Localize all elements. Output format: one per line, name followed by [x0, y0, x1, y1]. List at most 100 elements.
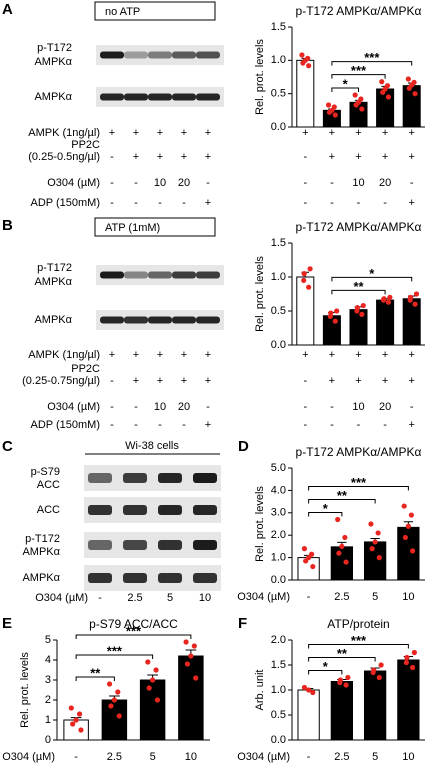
- data-point: [335, 516, 341, 523]
- y-tick-label: 0.0: [271, 574, 286, 586]
- data-point: [68, 705, 74, 711]
- condition-value: +: [355, 375, 361, 387]
- y-tick-label: 2.0: [271, 634, 286, 646]
- significance-bracket: [75, 676, 115, 681]
- data-point: [352, 92, 358, 98]
- significance-label: *: [369, 266, 375, 281]
- data-point: [379, 79, 385, 85]
- chart-title: p-S79 ACC/ACC: [89, 617, 178, 631]
- data-point: [359, 311, 365, 317]
- blot-band: [88, 573, 112, 583]
- condition-value: +: [157, 127, 163, 139]
- condition-value: +: [355, 349, 361, 361]
- data-point: [368, 521, 374, 527]
- condition-value: -: [110, 419, 114, 431]
- y-tick-label: 0.5: [271, 709, 286, 721]
- condition-value: +: [181, 151, 187, 163]
- y-tick-label: 4: [45, 654, 51, 666]
- x-tick-label: 2.5: [107, 751, 122, 763]
- data-point: [306, 687, 312, 693]
- blot-band: [88, 473, 112, 483]
- data-point: [378, 662, 384, 668]
- panel-letter: A: [2, 1, 13, 18]
- chart-title: p-T172 AMPKα/AMPKα: [296, 445, 422, 459]
- blot-band: [123, 473, 147, 483]
- x-tick-label: 2.5: [334, 751, 349, 763]
- x-tick-label: -: [74, 751, 78, 763]
- data-point: [306, 63, 312, 69]
- significance-label: ***: [351, 633, 367, 648]
- condition-value: -: [330, 197, 334, 209]
- y-axis-label: Rel. prot. levels: [254, 39, 266, 115]
- chart-title: p-T172 AMPKα/AMPKα: [296, 4, 422, 18]
- condition-value: -: [110, 177, 114, 189]
- bar: [330, 681, 354, 741]
- y-tick-label: 0.5: [271, 88, 286, 100]
- bar: [349, 101, 368, 128]
- condition-value: +: [382, 151, 388, 163]
- x-tick-label: 5: [372, 591, 378, 603]
- condition-value: -: [330, 419, 334, 431]
- chart-title: p-T172 AMPKα/AMPKα: [296, 220, 422, 234]
- blot-row-label: AMPKα: [34, 56, 72, 68]
- condition-value: +: [408, 419, 414, 431]
- y-tick-label: 0.0: [271, 339, 286, 351]
- significance-label: ***: [126, 623, 142, 638]
- data-point: [325, 102, 332, 108]
- data-point: [405, 523, 411, 529]
- condition-value: +: [329, 151, 335, 163]
- condition-value: 10: [352, 401, 364, 413]
- data-point: [106, 681, 113, 687]
- blot-band: [158, 540, 182, 550]
- data-point: [309, 551, 315, 557]
- data-point: [359, 106, 365, 112]
- data-point: [307, 266, 313, 272]
- y-tick-label: 0: [45, 734, 51, 746]
- blot-band: [158, 473, 182, 483]
- condition-value: 5: [167, 592, 173, 604]
- data-point: [384, 83, 391, 89]
- condition-value: -: [158, 419, 162, 431]
- panel-letter: F: [238, 615, 247, 632]
- significance-label: *: [343, 76, 349, 91]
- data-point: [193, 675, 199, 681]
- condition-value: -: [206, 177, 210, 189]
- blot-row-label: AMPKα: [34, 314, 72, 326]
- condition-value: -: [134, 177, 138, 189]
- data-point: [401, 503, 407, 509]
- y-axis-label: Rel. prot. levels: [254, 486, 266, 562]
- bar: [330, 546, 354, 581]
- blot-band: [123, 573, 147, 583]
- condition-value: 10: [352, 177, 364, 189]
- bar: [297, 557, 320, 581]
- condition-label: (0.25-0.75ng/µl): [22, 375, 100, 387]
- y-tick-label: 0.0: [271, 121, 286, 133]
- chart-title: ATP/protein: [327, 617, 389, 631]
- condition-value: +: [157, 375, 163, 387]
- panel-letter: D: [238, 438, 249, 455]
- data-point: [409, 548, 416, 554]
- blot-band: [148, 51, 172, 59]
- condition-value: +: [181, 349, 187, 361]
- bar: [402, 85, 421, 128]
- significance-bracket: [331, 61, 413, 66]
- blot-band: [193, 540, 217, 550]
- condition-value: +: [382, 127, 388, 139]
- condition-label: PP2C: [71, 139, 100, 151]
- data-point: [301, 271, 307, 277]
- condition-value: 2.5: [127, 592, 142, 604]
- y-tick-label: 2.0: [271, 529, 286, 541]
- data-point: [411, 79, 417, 85]
- data-point: [402, 534, 408, 541]
- blot-row-label: AMPKα: [34, 91, 72, 103]
- data-point: [332, 318, 338, 324]
- data-point: [413, 291, 420, 297]
- y-tick-label: 1.0: [271, 54, 286, 66]
- condition-label: O304 (µM): [35, 592, 88, 604]
- data-point: [301, 546, 308, 552]
- blot-band: [196, 93, 220, 101]
- data-point: [385, 299, 392, 305]
- significance-bracket: [308, 486, 409, 491]
- y-tick-label: 5.0: [271, 462, 286, 474]
- panel-letter: E: [2, 615, 12, 632]
